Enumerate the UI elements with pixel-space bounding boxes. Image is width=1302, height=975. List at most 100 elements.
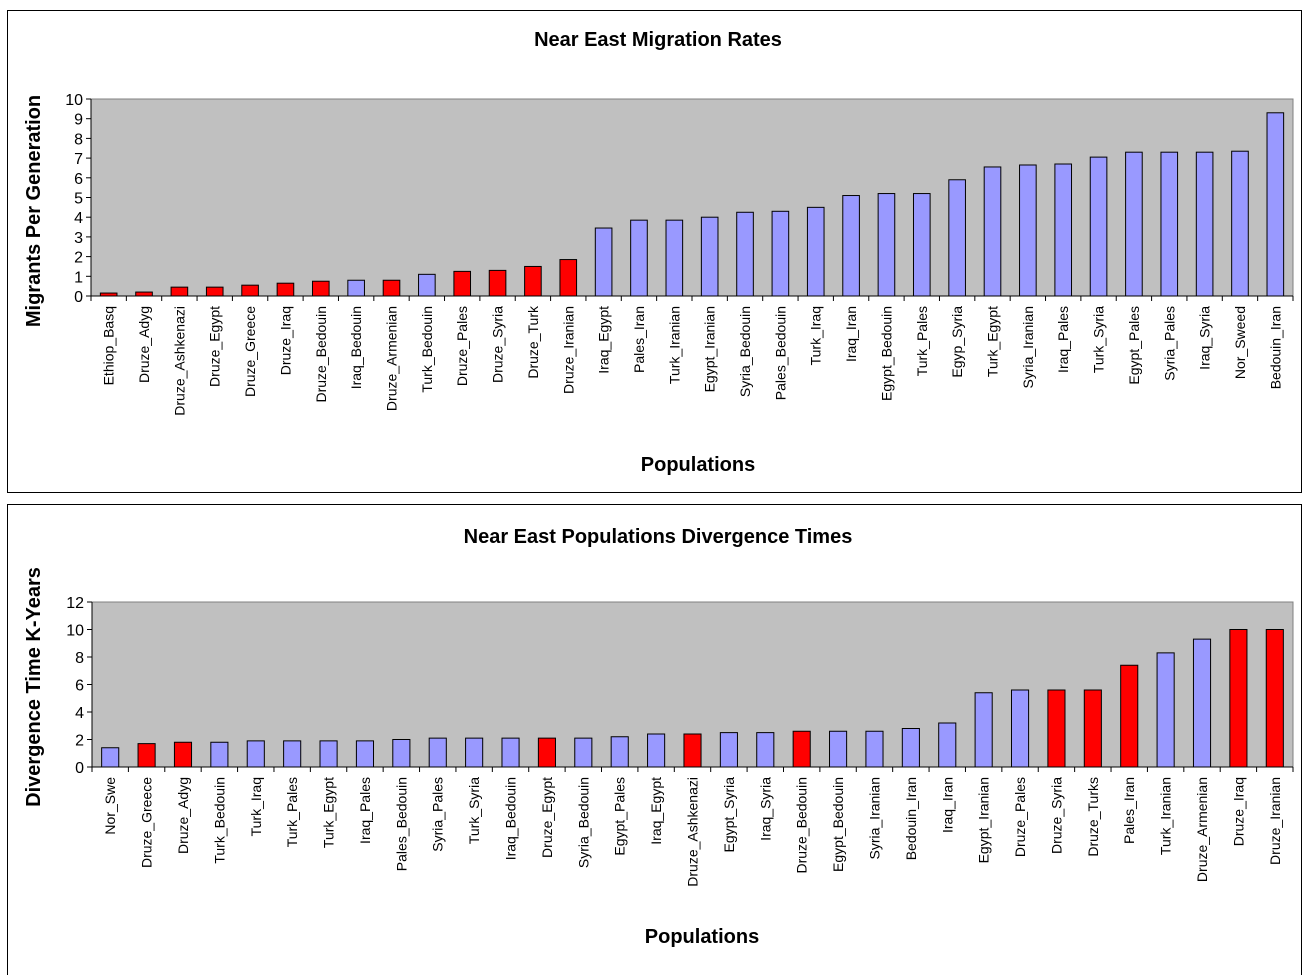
x-tick-label: Druze_Greece (242, 306, 258, 397)
bar-druze-syria (488, 269, 507, 297)
y-tick-label: 6 (74, 171, 83, 188)
bar-druze-ashkenazi (683, 733, 702, 768)
x-tick-label: Druze_Turk (525, 305, 541, 379)
y-tick-label: 10 (65, 92, 83, 109)
x-tick-label: Egypt_Syria (721, 777, 737, 853)
y-tick-label: 8 (75, 650, 84, 667)
x-tick-label: Bedouin_Iran (1267, 306, 1283, 389)
x-tick-label: Druze_Egypt (539, 777, 555, 858)
bar-pales-bedouin (771, 210, 790, 297)
bar-pales-iran (1120, 664, 1139, 768)
x-tick-label: Iraq_Egypt (596, 306, 612, 374)
bar-druze-greece (137, 743, 156, 768)
x-tick-label: Druze_Adyg (136, 306, 152, 383)
bar-turk-syria (1089, 156, 1108, 297)
bar-turk-egypt (319, 740, 338, 768)
bar-iraq-bedouin (347, 279, 365, 297)
bar-egyp-syria (948, 179, 966, 297)
bar-syria-pales (1160, 151, 1179, 297)
y-axis-label: Migrants Per Generation (23, 95, 45, 327)
bar-druze-pales (1010, 689, 1030, 768)
chart-title: Near East Populations Divergence Times (464, 526, 853, 548)
x-tick-label: Druze_Syria (490, 306, 506, 383)
x-tick-label: Druze_Iraq (277, 306, 293, 375)
x-tick-label: Turk_Pales (284, 777, 300, 847)
bar-egypt-pales (610, 736, 629, 768)
bar-druze-iranian (559, 259, 578, 297)
bar-druze-turks (1083, 689, 1102, 768)
bar-bedouin-iran (1266, 112, 1285, 297)
bar-druze-adyg (135, 291, 153, 297)
bar-druze-pales (453, 270, 472, 297)
bar-druze-bedouin (311, 280, 330, 297)
bar-egypt-pales (1125, 151, 1143, 297)
x-tick-label: Druze_Bedouin (313, 306, 329, 403)
x-tick-label: Iraq_Egypt (648, 777, 664, 845)
bar-iraq-syria (1195, 151, 1214, 297)
x-tick-label: Ethiop_Basq (101, 306, 117, 385)
x-tick-label: Pales_Bedouin (772, 306, 788, 400)
x-tick-label: Iraq_Syria (1197, 306, 1213, 370)
x-tick-label: Iraq_Iran (843, 306, 859, 362)
bar-pales-iran (630, 219, 648, 297)
bar-egypt-iranian (974, 692, 993, 768)
x-tick-label: Druze_Greece (139, 777, 155, 868)
bar-druze-egypt (205, 286, 224, 297)
x-tick-label: Egypt_Pales (612, 777, 628, 856)
x-tick-label: Druze_Ashkenazi (171, 306, 187, 416)
x-tick-label: Nor_Swe (102, 777, 118, 835)
bar-egypt-syria (719, 732, 738, 768)
x-tick-label: Egypt_Iranian (976, 777, 992, 863)
bar-turk-egypt (983, 166, 1002, 297)
y-tick-label: 4 (74, 210, 83, 227)
bar-druze-adyg (173, 741, 193, 768)
bar-turk-pales (912, 193, 931, 297)
x-tick-label: Egypt_Bedouin (830, 777, 846, 872)
x-tick-label: Druze_Armenian (1194, 777, 1210, 882)
bar-druze-greece (241, 284, 259, 297)
x-tick-label: Egyp_Syria (949, 306, 965, 378)
x-tick-label: Druze_Syria (1048, 777, 1064, 854)
bar-syria-iranian (1019, 164, 1037, 297)
x-tick-label: Egypt_Iranian (702, 306, 718, 392)
bar-iraq-syria (756, 732, 775, 768)
bar-egypt-iranian (700, 216, 719, 297)
x-tick-label: Iraq_Pales (1055, 306, 1071, 373)
x-tick-label: Iraq_Iran (939, 777, 955, 833)
x-tick-label: Pales_Iran (1121, 777, 1137, 844)
x-tick-label: Druze_Pales (454, 306, 470, 386)
x-tick-label: Druze_Turks (1085, 777, 1101, 857)
x-tick-label: Syria_Bedouin (575, 777, 591, 868)
x-tick-label: Turk_Iraq (808, 306, 824, 365)
divergence-times-svg: Near East Populations Divergence Times D… (23, 526, 1294, 948)
bar-syria-bedouin (736, 211, 754, 297)
x-tick-label: Turk_Egypt (985, 306, 1001, 377)
bar-druze-bedouin (792, 730, 811, 768)
x-axis-label: Populations (645, 926, 759, 948)
chart-title: Near East Migration Rates (534, 29, 782, 51)
bar-iraq-iran (938, 722, 957, 768)
x-tick-label: Egypt_Pales (1126, 306, 1142, 385)
y-tick-label: 7 (74, 151, 83, 168)
x-tick-label: Syria_Pales (1161, 306, 1177, 381)
x-tick-label: Pales_Bedouin (393, 777, 409, 871)
x-tick-label: Turk_Pales (914, 306, 930, 376)
bar-egypt-bedouin (829, 730, 848, 768)
bar-turk-bedouin (418, 273, 436, 297)
x-tick-label: Turk_Iraq (248, 777, 264, 836)
bar-turk-pales (283, 740, 302, 768)
bar-egypt-bedouin (877, 193, 896, 297)
x-tick-label: Bedouin_Iran (903, 777, 919, 860)
bar-syria-bedouin (574, 737, 593, 768)
x-tick-label: Turk_Egypt (321, 777, 337, 848)
bar-turk-bedouin (210, 741, 229, 768)
bar-ethiop-basq (99, 292, 118, 297)
bar-iraq-pales (355, 740, 375, 768)
y-tick-label: 5 (74, 191, 83, 208)
x-tick-label: Druze_Iraq (1230, 777, 1246, 846)
bar-druze-armenian (382, 279, 401, 297)
x-tick-label: Druze_Armenian (384, 306, 400, 411)
bar-druze-iranian (1265, 629, 1284, 768)
x-tick-label: Turk_Bedouin (419, 306, 435, 393)
divergence-times-chart: Near East Populations Divergence Times D… (7, 504, 1302, 975)
